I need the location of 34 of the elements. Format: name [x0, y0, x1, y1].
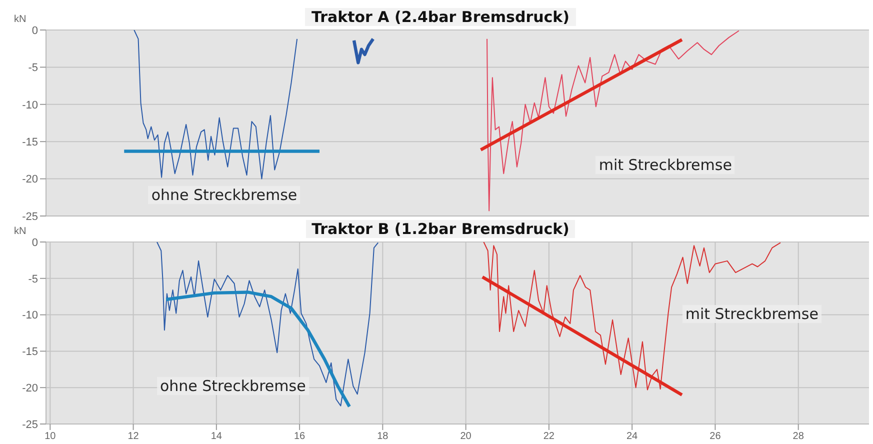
x-tick-label: 26	[710, 431, 722, 442]
annotation: ohne Streckbremse	[156, 376, 309, 395]
y-tick-label: -15	[22, 346, 38, 358]
line-series	[134, 30, 298, 180]
line-series	[156, 242, 379, 406]
line-series	[486, 30, 740, 212]
chart-title: Traktor A (2.4bar Bremsdruck)	[305, 8, 576, 26]
y-tick-label: -10	[22, 99, 38, 112]
y-tick-label: -20	[22, 174, 38, 186]
x-tick-label: 24	[626, 431, 638, 442]
y-tick-label: -25	[22, 418, 38, 431]
y-tick-label: 0	[32, 236, 38, 249]
y-tick-label: -5	[28, 273, 38, 286]
x-tick-label: 10	[44, 431, 56, 442]
x-tick-label: 18	[377, 431, 389, 442]
y-tick-label: -20	[22, 382, 38, 395]
chart-title: Traktor B (1.2bar Bremsdruck)	[306, 220, 576, 238]
y-tick-label: -10	[22, 310, 38, 322]
annotation: mit Streckbremse	[682, 305, 822, 324]
x-tick-label: 20	[460, 431, 472, 442]
y-tick-label: -5	[28, 62, 38, 74]
annotation: ohne Streckbremse	[148, 186, 300, 204]
x-tick-label: 22	[543, 431, 555, 442]
x-tick-label: 28	[792, 431, 804, 442]
y-tick-label: 0	[32, 24, 38, 37]
y-tick-label: -25	[22, 210, 38, 223]
y-axis-title: kN	[14, 226, 26, 237]
y-tick-label: -15	[22, 136, 38, 149]
line-series	[352, 37, 375, 64]
y-axis-title: kN	[14, 14, 26, 25]
x-tick-label: 12	[128, 431, 140, 442]
x-tick-label: 14	[210, 431, 222, 442]
x-tick-label: 16	[294, 431, 306, 442]
annotation: mit Streckbremse	[596, 156, 735, 174]
